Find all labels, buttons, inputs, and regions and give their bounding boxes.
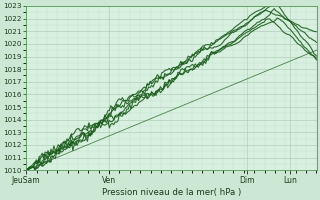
- X-axis label: Pression niveau de la mer( hPa ): Pression niveau de la mer( hPa ): [102, 188, 241, 197]
